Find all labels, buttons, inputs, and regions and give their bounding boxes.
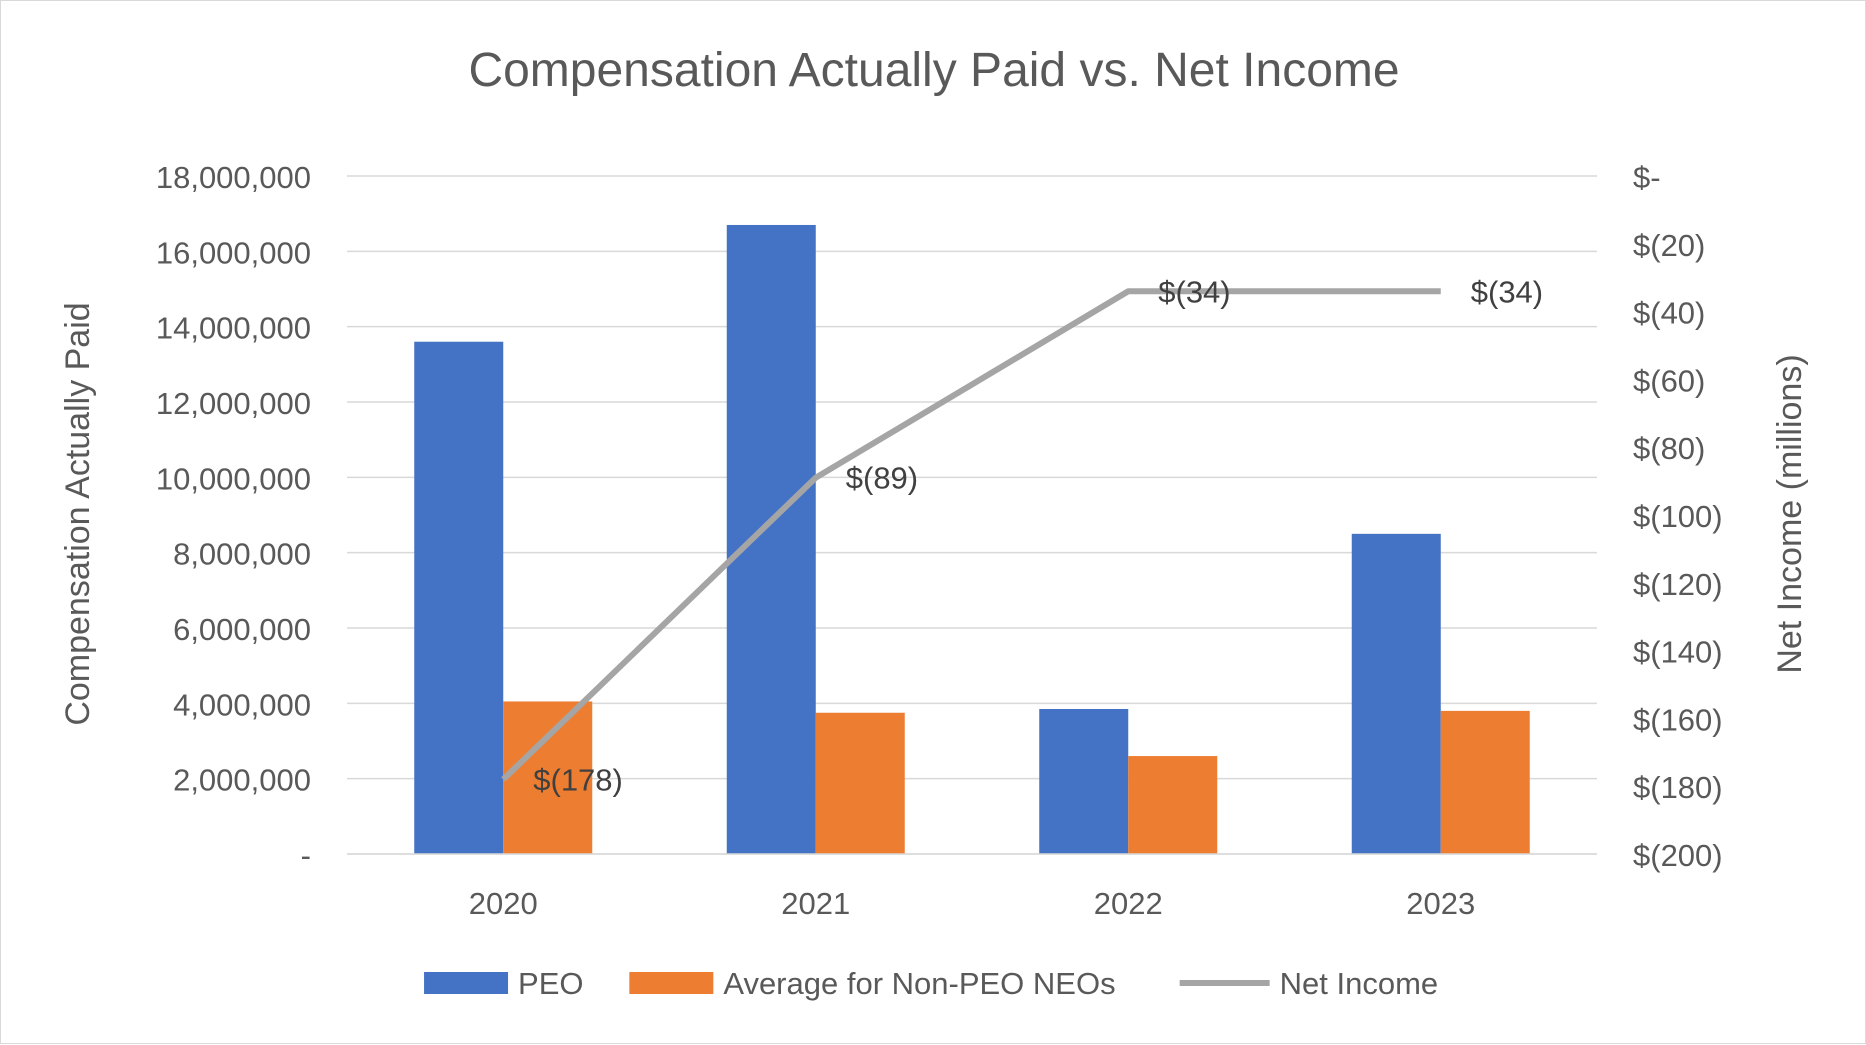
y2-tick-label: $(160) [1633, 702, 1723, 737]
y-tick-label: - [301, 838, 311, 873]
y-tick-label: 2,000,000 [173, 763, 311, 798]
y2-tick-label: $- [1633, 160, 1661, 195]
data-label: $(34) [1471, 274, 1543, 309]
x-tick-label: 2021 [781, 886, 850, 921]
y2-tick-label: $(180) [1633, 770, 1723, 805]
y2-axis-title: Net Income (millions) [1771, 354, 1809, 673]
y2-tick-label: $(200) [1633, 838, 1723, 873]
y-axis-title: Compensation Actually Paid [59, 302, 97, 725]
bar-peo-2023 [1351, 533, 1441, 854]
y-tick-label: 14,000,000 [156, 311, 311, 346]
y-tick-label: 6,000,000 [173, 612, 311, 647]
y2-tick-label: $(40) [1633, 296, 1705, 331]
y2-tick-label: $(60) [1633, 363, 1705, 398]
data-label: $(178) [533, 762, 623, 797]
y-tick-label: 4,000,000 [173, 687, 311, 722]
legend-label: PEO [518, 966, 583, 1001]
x-tick-label: 2020 [469, 886, 538, 921]
legend-label: Average for Non-PEO NEOs [723, 966, 1115, 1001]
bar-peo-2020 [414, 341, 504, 854]
y-tick-label: 12,000,000 [156, 386, 311, 421]
legend-swatch [424, 972, 509, 994]
legend-swatch [629, 972, 714, 994]
x-tick-label: 2023 [1406, 886, 1475, 921]
bar-series [414, 224, 1530, 854]
data-label: $(89) [846, 461, 918, 496]
y-tick-label: 16,000,000 [156, 235, 311, 270]
y2-tick-label: $(80) [1633, 431, 1705, 466]
bar-peo-2022 [1039, 708, 1129, 854]
x-axis: 2020 2021 2022 2023 [347, 853, 1597, 921]
legend-item: PEO [424, 966, 584, 1001]
bar-average-for-non-peo-neos-2021 [815, 712, 905, 854]
y-tick-label: 8,000,000 [173, 537, 311, 572]
right-axis: $(200) $(180) $(160) $(140) $(120) $(100) $(80… [1633, 160, 1723, 873]
y2-tick-label: $(140) [1633, 635, 1723, 670]
bar-average-for-non-peo-neos-2022 [1128, 756, 1218, 854]
y2-tick-label: $(20) [1633, 228, 1705, 263]
y2-tick-label: $(120) [1633, 567, 1723, 602]
bar-average-for-non-peo-neos-2020 [503, 701, 593, 854]
y-tick-label: 18,000,000 [156, 160, 311, 195]
y-tick-label: 10,000,000 [156, 461, 311, 496]
legend: PEO Average for Non-PEO NEOs Net Income [424, 966, 1438, 1001]
bar-average-for-non-peo-neos-2023 [1440, 710, 1530, 854]
y2-tick-label: $(100) [1633, 499, 1723, 534]
line-net-income [501, 288, 1441, 782]
legend-item: Average for Non-PEO NEOs [629, 966, 1116, 1001]
bar-peo-2021 [726, 224, 816, 854]
legend-label: Net Income [1280, 966, 1439, 1001]
left-axis: - 2,000,000 4,000,000 6,000,000 8,000,000 10,… [156, 160, 311, 873]
data-label: $(34) [1158, 274, 1230, 309]
line-series: $(178) $(89) $(34) $(34) [501, 274, 1543, 797]
chart-title: Compensation Actually Paid vs. Net Incom… [468, 44, 1399, 97]
legend-item: Net Income [1179, 966, 1439, 1001]
x-tick-label: 2022 [1094, 886, 1163, 921]
